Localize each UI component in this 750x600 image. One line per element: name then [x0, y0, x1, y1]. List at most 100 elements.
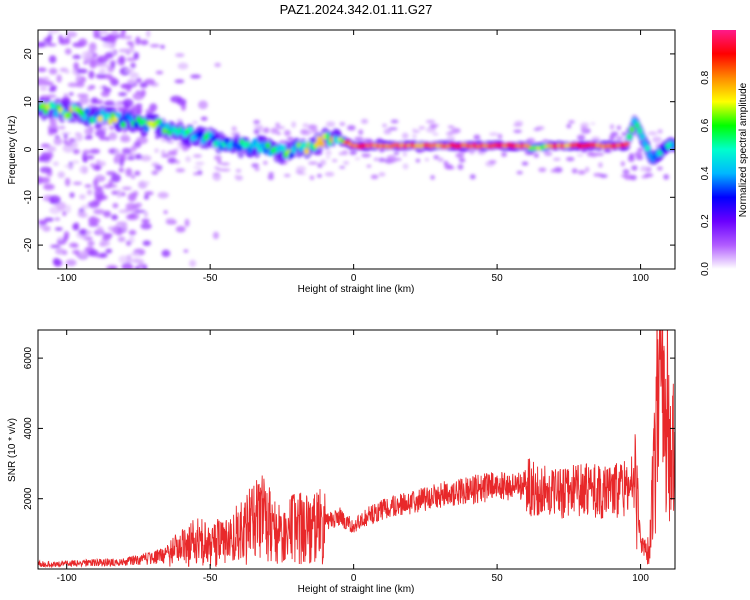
heatmap-noise-blob [324, 171, 335, 177]
heatmap-noise-blob [325, 149, 332, 156]
heatmap-ridge-core [97, 115, 103, 122]
heatmap-noise-blob [111, 30, 119, 36]
heatmap-noise-blob [433, 155, 440, 160]
heatmap-noise-blob [370, 174, 379, 180]
heatmap-noise-blob [126, 78, 137, 85]
heatmap-noise-blob [55, 248, 65, 255]
heatmap-noise-blob [124, 35, 133, 40]
heatmap-noise-blob [175, 159, 180, 165]
x-tick-label: 0 [351, 573, 357, 584]
heatmap-noise-blob [134, 153, 143, 160]
heatmap-noise-blob [130, 145, 137, 152]
heatmap-ridge-core [133, 121, 139, 128]
heatmap-noise-blob [88, 249, 99, 257]
heatmap-noise-blob [488, 160, 497, 164]
heatmap-noise-blob [553, 157, 561, 161]
heatmap-ridge-core [260, 141, 266, 149]
heatmap-noise-blob [283, 173, 291, 178]
heatmap-noise-blob [99, 68, 106, 75]
x-tick-label: -100 [57, 273, 77, 284]
heatmap-noise-blob [234, 174, 239, 179]
heatmap-noise-blob [615, 136, 624, 140]
heatmap-noise-blob [373, 157, 379, 161]
heatmap-noise-blob [62, 235, 69, 242]
heatmap-noise-blob [390, 119, 399, 124]
heatmap-noise-blob [99, 135, 106, 141]
heatmap-noise-blob [647, 131, 658, 136]
heatmap-noise-blob [48, 55, 57, 64]
heatmap-noise-blob [358, 129, 364, 136]
snr-y-ticks: 2000 4000 6000 [23, 347, 675, 510]
heatmap-noise-blob [108, 179, 114, 188]
heatmap-noise-blob [103, 100, 116, 107]
heatmap-ridge-core [319, 140, 325, 147]
colorbar-tick-label: 0.6 [700, 118, 711, 132]
heatmap-ridge-core [280, 145, 286, 152]
heatmap-noise-blob [347, 125, 356, 131]
heatmap-noise-blob [194, 161, 205, 165]
heatmap-noise-blob [40, 143, 51, 149]
heatmap-noise-blob [125, 240, 132, 246]
heatmap-noise-blob [568, 120, 575, 124]
spectrogram-heatmap [38, 30, 675, 269]
heatmap-noise-blob [85, 230, 91, 237]
heatmap-noise-blob [135, 77, 142, 83]
heatmap-noise-blob [253, 119, 261, 125]
heatmap-noise-blob [253, 124, 264, 129]
heatmap-noise-blob [68, 138, 76, 143]
heatmap-noise-blob [349, 150, 357, 156]
heatmap-noise-blob [268, 172, 275, 175]
heatmap-noise-blob [49, 195, 61, 204]
heatmap-ridge-core [84, 107, 90, 115]
heatmap-ridge-core [223, 137, 230, 145]
heatmap-noise-blob [104, 52, 114, 59]
heatmap-noise-blob [393, 151, 400, 156]
heatmap-noise-blob [388, 127, 398, 131]
heatmap-ridge-core [624, 142, 630, 147]
heatmap-noise-blob [412, 134, 417, 139]
heatmap-noise-blob [192, 154, 202, 158]
heatmap-noise-blob [81, 204, 89, 210]
heatmap-noise-blob [212, 172, 221, 176]
heatmap-noise-blob [389, 160, 397, 163]
heatmap-noise-blob [198, 100, 208, 110]
heatmap-noise-blob [76, 68, 88, 74]
heatmap-noise-blob [106, 34, 116, 43]
snr-plot-area [38, 330, 675, 569]
heatmap-noise-blob [580, 126, 588, 132]
heatmap-noise-blob [50, 118, 57, 127]
heatmap-noise-blob [86, 189, 93, 196]
heatmap-ridge-core [115, 112, 121, 119]
heatmap-noise-blob [263, 160, 268, 165]
heatmap-noise-blob [571, 168, 578, 174]
heatmap-noise-blob [631, 165, 638, 171]
heatmap-noise-blob [143, 181, 150, 185]
heatmap-noise-blob [67, 82, 79, 88]
heatmap-noise-blob [82, 166, 88, 175]
heatmap-noise-blob [144, 191, 154, 196]
heatmap-noise-blob [58, 125, 66, 130]
spectrogram-x-ticks: -100 -50 0 50 100 [57, 30, 649, 284]
heatmap-noise-blob [501, 151, 507, 158]
heatmap-ridge-core [159, 122, 165, 129]
heatmap-noise-blob [100, 63, 109, 68]
heatmap-ridge-core [99, 109, 106, 117]
x-tick-label: -50 [203, 273, 218, 284]
heatmap-noise-blob [160, 149, 166, 156]
heatmap-noise-blob [190, 74, 202, 79]
heatmap-noise-blob [68, 242, 79, 248]
snr-frame [37, 329, 676, 570]
heatmap-noise-blob [129, 72, 140, 79]
heatmap-noise-blob [628, 152, 635, 159]
heatmap-noise-blob [120, 30, 126, 39]
colorbar: 0.0 0.2 0.4 0.6 0.8 Normalized spectral ampl… [700, 30, 749, 276]
heatmap-noise-blob [413, 130, 421, 133]
heatmap-noise-blob [212, 231, 220, 240]
heatmap-noise-blob [361, 153, 371, 158]
heatmap-noise-blob [140, 39, 149, 46]
snr-panel: -100 -50 0 50 100 2000 4000 6000 Height of str… [7, 329, 676, 595]
heatmap-noise-blob [309, 175, 315, 181]
heatmap-noise-blob [130, 252, 141, 257]
heatmap-noise-blob [93, 208, 105, 215]
